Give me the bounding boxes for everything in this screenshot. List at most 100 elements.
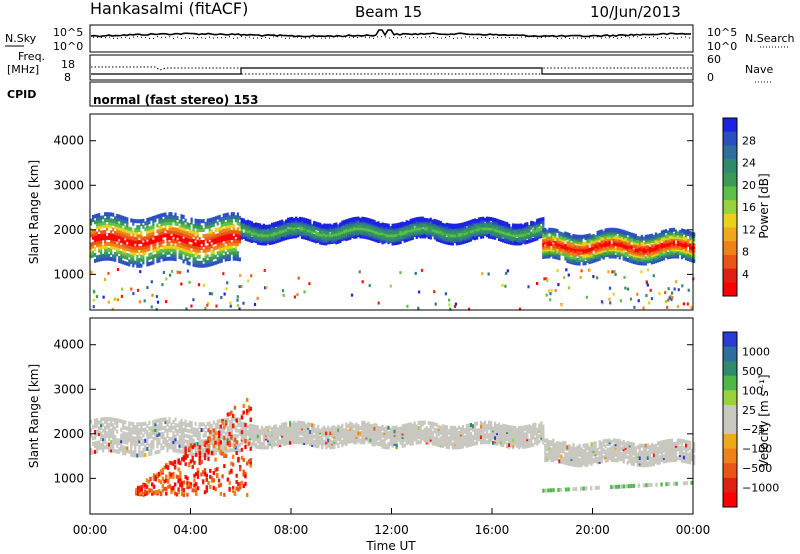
power-cell [622,244,625,249]
velocity-cell [110,428,113,433]
power-cell [230,229,233,234]
power-cell [94,232,97,237]
velocity-cell [100,423,103,428]
power-cell [120,259,123,264]
velocity-cell [202,422,205,427]
noise-search-point [529,36,530,38]
power-cell [180,226,183,231]
noise-search-point [641,37,642,39]
power-cell [393,223,396,228]
power-cell [598,235,601,240]
power-cell [534,224,537,229]
power-cell [303,228,306,233]
power-cell [668,249,672,254]
velocity-cell [188,429,191,434]
power-cell [339,239,342,244]
power-cell [282,293,285,297]
power-cell [437,234,440,239]
velocity-cell [90,419,93,424]
velocity-cell [228,448,231,453]
power-cell [645,293,648,297]
power-cell [516,237,519,242]
power-cell [339,227,342,232]
power-cell [200,219,203,224]
power-cell [232,253,235,258]
power-cell [128,244,131,249]
power-cell [194,260,197,265]
velocity-cell [204,433,207,438]
power-cell [510,234,513,239]
power-cell [186,243,189,248]
power-cell [166,247,169,252]
power-cell [120,287,124,291]
power-cell [558,245,561,250]
power-cell [355,221,358,226]
velocity-cell [98,426,101,431]
velocity-cell [122,431,125,436]
power-cell [92,253,95,258]
power-cell [600,254,603,259]
power-cell [162,239,165,244]
noise-search-point [613,36,614,38]
power-cell [579,276,582,280]
velocity-cell [198,433,201,438]
power-cell [403,222,406,227]
power-cell [234,233,237,238]
power-cell [369,236,372,241]
power-cell [170,218,173,223]
power-cell [264,235,268,240]
power-cell [522,224,525,229]
power-cell [210,262,213,267]
power-cell [624,241,627,246]
power-cell [250,238,253,243]
power-cell [222,249,225,254]
power-cell [399,240,402,245]
velocity-cell [216,419,219,424]
power-cell [130,218,133,223]
power-cell [152,218,155,223]
power-cell [162,218,165,223]
power-cell [329,236,332,241]
power-cell [670,298,673,302]
velocity-cell [228,419,231,424]
power-cell [104,229,107,234]
power-cell [429,224,432,229]
velocity-cell [194,433,197,438]
power-cell [160,251,163,256]
velocity-cell [230,431,233,436]
velocity-cell [90,448,93,453]
power-cell [204,236,207,241]
velocity-cell [214,445,217,450]
velocity-cell [126,432,129,437]
noise-right-tick-top: 10^5 [707,26,737,39]
power-cell [208,230,211,235]
power-cell [492,228,495,233]
velocity-cell [256,430,260,435]
velocity-cell [138,447,141,452]
power-cell [206,301,210,305]
power-cell [92,305,95,309]
power-cell [198,254,201,259]
power-cell [118,226,121,231]
power-cell [618,251,621,256]
power-cell [96,216,99,221]
power-cell [574,245,577,250]
power-cell [383,228,386,233]
velocity-cell [184,439,187,444]
power-cell [230,250,233,255]
power-cell [104,224,107,229]
velocity-cell [178,420,181,425]
power-cell [130,245,133,250]
power-cell [512,229,515,234]
power-cell [218,250,221,255]
power-cell [670,235,674,240]
power-cell [407,237,410,242]
power-cell [439,220,442,225]
power-colorbar-label: Power [dB] [757,173,771,238]
power-cell [110,230,113,235]
power-cell [632,259,635,264]
velocity-cell [210,440,213,445]
power-cell [250,228,253,233]
noise-search-point [197,36,198,38]
power-cell [166,238,169,243]
